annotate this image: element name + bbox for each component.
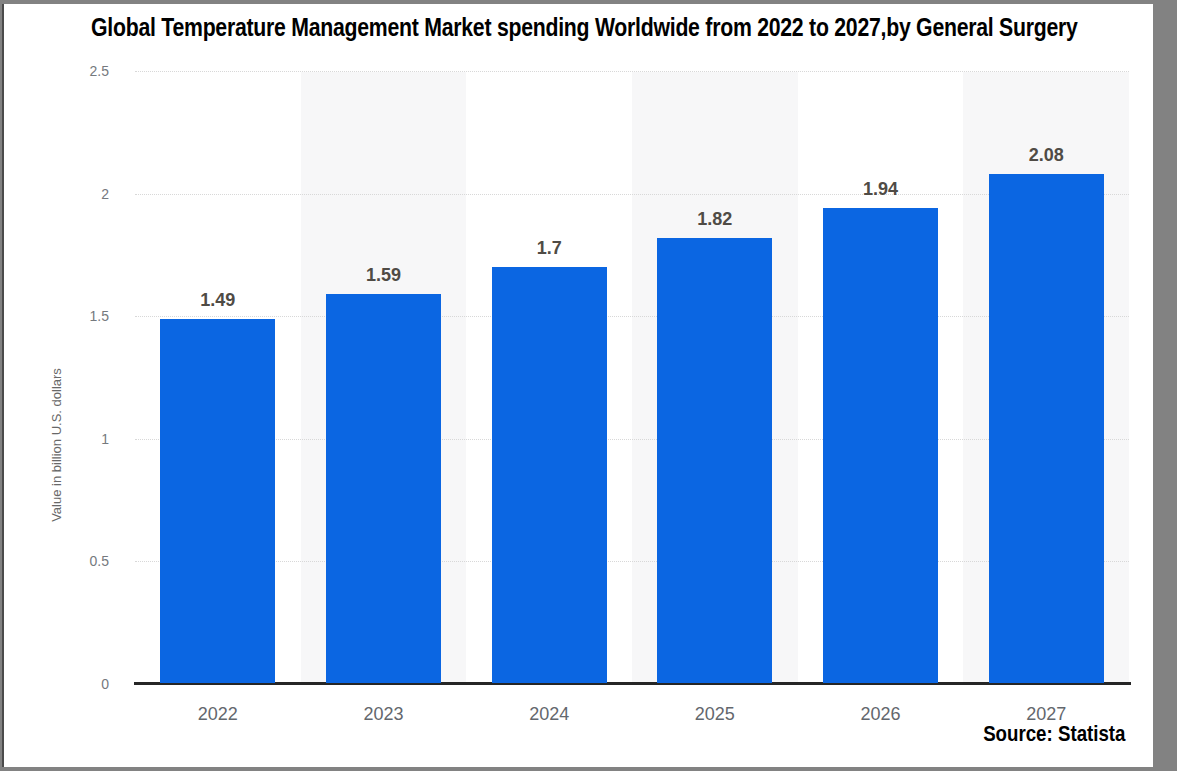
chart-title-text: Global Temperature Management Market spe… (91, 13, 1078, 42)
bar-value-label-2022: 1.49 (135, 290, 301, 312)
x-tick-label-2025: 2025 (632, 704, 798, 726)
bar-value-label-2026: 1.94 (798, 179, 964, 201)
chart-title: Global Temperature Management Market spe… (4, 13, 1153, 42)
bar-value-label-2025: 1.82 (632, 209, 798, 231)
chart-card: Global Temperature Management Market spe… (4, 4, 1153, 767)
gridline-2 (135, 194, 1129, 195)
x-tick-label-2024: 2024 (466, 704, 632, 726)
x-tick-label-2022: 2022 (135, 704, 301, 726)
bar-2023 (326, 294, 441, 683)
gridline-2.5 (135, 71, 1129, 72)
y-tick-label: 0.5 (45, 552, 109, 570)
bar-2027 (989, 174, 1104, 683)
source-note-text: Source: Statista (983, 721, 1125, 747)
bar-2025 (657, 238, 772, 683)
bar-value-label-2024: 1.7 (466, 238, 632, 260)
bar-value-label-2027: 2.08 (963, 145, 1129, 167)
bar-2022 (160, 319, 275, 683)
gridline-0.5 (135, 561, 1129, 562)
screenshot-frame: Global Temperature Management Market spe… (0, 0, 1177, 771)
source-note: Source: Statista (958, 721, 1126, 747)
x-tick-label-2023: 2023 (301, 704, 467, 726)
gridline-1 (135, 439, 1129, 440)
bar-2026 (823, 208, 938, 683)
x-tick-label-2026: 2026 (798, 704, 964, 726)
bar-2024 (492, 267, 607, 683)
y-tick-label: 1.5 (45, 307, 109, 325)
y-tick-label: 2.5 (45, 62, 109, 80)
x-axis-line (134, 682, 1131, 685)
gridline-1.5 (135, 316, 1129, 317)
y-tick-label: 2 (45, 185, 109, 203)
y-tick-label: 1 (45, 430, 109, 448)
plot-area: Value in billion U.S. dollars 00.511.522… (135, 71, 1129, 684)
bar-value-label-2023: 1.59 (301, 265, 467, 287)
y-tick-label: 0 (45, 675, 109, 693)
